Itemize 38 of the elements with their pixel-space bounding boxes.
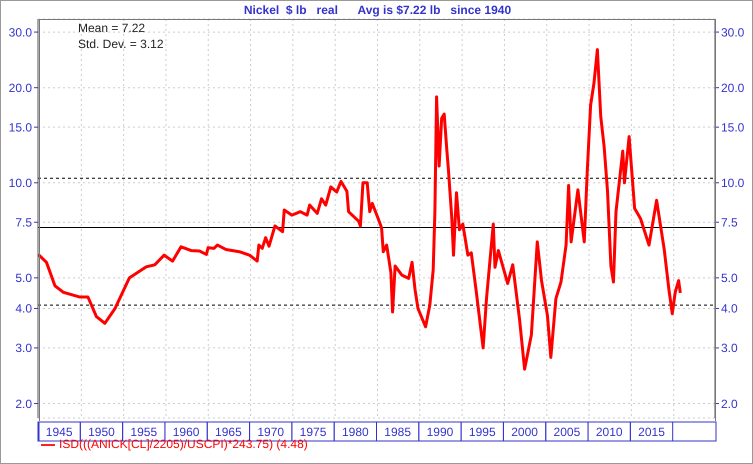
y-tick-label: 5.0 [721,271,738,286]
x-tick-label: 1995 [468,425,496,439]
x-tick-label: 1955 [130,425,158,439]
y-tick-label: 4.0 [721,302,738,316]
annotation: Mean = 7.22 [78,21,146,35]
y-tick-label: 7.5 [721,215,738,230]
text: 30.0 [8,25,32,40]
text: 10.0 [8,176,32,190]
text: 5.0 [15,271,32,286]
x-tick-label: 2010 [596,425,623,439]
x-tick-label: 1950 [88,425,116,439]
chart-title: Nickel $ lb real Avg is $7.22 lb since 1940 [242,3,512,17]
x-tick-label: 1990 [426,425,454,439]
x-tick-label: 1945 [46,425,73,439]
text: 20.0 [8,80,32,95]
legend-label: ISD(((ANICK[CL]/2205)/USCPI)*243.75) (4.48) [59,437,308,451]
line-series [38,48,682,371]
x-tick-label: 1975 [300,425,327,439]
x-tick-label: 1985 [384,425,412,439]
y-tick-label: 20.0 [721,80,745,95]
x-tick-label: 2015 [638,425,666,439]
x-tick-label: 1960 [172,425,200,439]
x-tick-label: 2000 [511,425,538,439]
text: 15.0 [8,120,32,134]
text: 7.5 [15,215,32,230]
annotation: Std. Dev. = 3.12 [78,37,164,51]
y-tick-label: 15.0 [721,120,745,134]
y-tick-label: 2.0 [721,396,738,411]
y-tick-label: 10.0 [721,176,745,190]
text: 4.0 [15,302,32,316]
x-tick-label: 1980 [342,425,370,439]
text: 3.0 [15,341,32,356]
text: 2.0 [15,396,32,411]
y-tick-label: 30.0 [721,25,745,40]
x-tick-label: 1970 [257,425,284,439]
x-tick-label: 1965 [215,425,242,439]
x-tick-label: 2005 [554,425,581,439]
y-tick-label: 3.0 [721,341,738,356]
